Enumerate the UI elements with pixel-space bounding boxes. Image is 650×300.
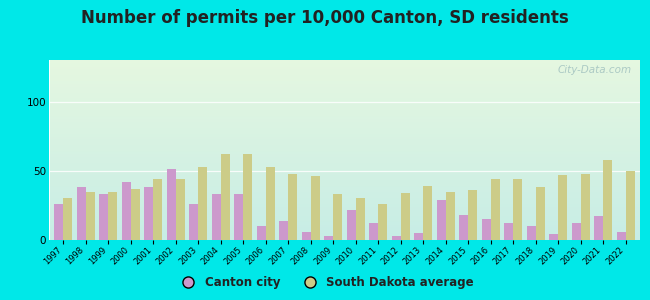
Bar — [526, 226, 536, 240]
Legend: Canton city, South Dakota average: Canton city, South Dakota average — [172, 272, 478, 294]
Bar — [266, 167, 275, 240]
Bar — [221, 154, 230, 240]
Bar — [549, 235, 558, 240]
Bar — [63, 199, 72, 240]
Bar — [288, 173, 297, 240]
Bar — [580, 173, 590, 240]
Bar — [257, 226, 266, 240]
Bar — [378, 204, 387, 240]
Bar — [346, 209, 356, 240]
Bar — [459, 215, 468, 240]
Bar — [446, 191, 455, 240]
Bar — [189, 204, 198, 240]
Bar — [109, 191, 118, 240]
Bar — [212, 194, 221, 240]
Bar — [414, 233, 423, 240]
Bar — [55, 204, 63, 240]
Bar — [333, 194, 343, 240]
Bar — [198, 167, 207, 240]
Bar — [617, 232, 626, 240]
Bar — [167, 169, 176, 240]
Bar — [504, 224, 514, 240]
Bar — [571, 224, 580, 240]
Bar — [356, 199, 365, 240]
Bar — [594, 217, 603, 240]
Bar — [514, 179, 522, 240]
Bar — [122, 182, 131, 240]
Bar — [423, 186, 432, 240]
Bar — [392, 236, 401, 240]
Bar — [482, 219, 491, 240]
Bar — [369, 224, 378, 240]
Bar — [77, 188, 86, 240]
Bar — [324, 236, 333, 240]
Bar — [144, 188, 153, 240]
Bar — [131, 189, 140, 240]
Bar — [536, 188, 545, 240]
Bar — [243, 154, 252, 240]
Bar — [99, 194, 109, 240]
Bar — [311, 176, 320, 240]
Bar — [603, 160, 612, 240]
Bar — [468, 190, 477, 240]
Text: City-Data.com: City-Data.com — [557, 65, 631, 75]
Bar — [234, 194, 243, 240]
Bar — [491, 179, 500, 240]
Bar — [401, 193, 410, 240]
Bar — [176, 179, 185, 240]
Bar — [626, 171, 634, 240]
Bar — [302, 232, 311, 240]
Bar — [437, 200, 446, 240]
Bar — [86, 191, 95, 240]
Bar — [153, 179, 162, 240]
Bar — [558, 175, 567, 240]
Text: Number of permits per 10,000 Canton, SD residents: Number of permits per 10,000 Canton, SD … — [81, 9, 569, 27]
Bar — [280, 220, 288, 240]
